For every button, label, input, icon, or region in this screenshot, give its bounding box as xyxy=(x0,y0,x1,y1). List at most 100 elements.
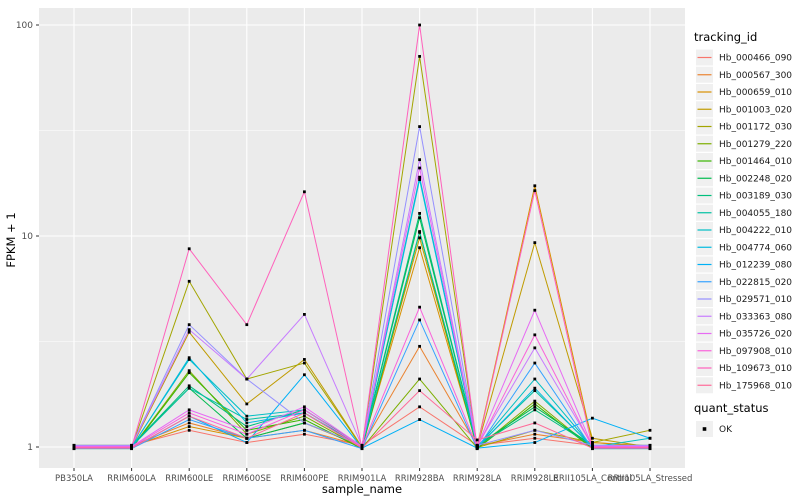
data-point xyxy=(187,411,191,415)
data-point xyxy=(418,230,421,233)
x-tick-label: PB350LA xyxy=(55,474,93,484)
data-point xyxy=(591,441,594,444)
data-point xyxy=(187,328,191,332)
data-point xyxy=(533,189,537,193)
legend-label: Hb_001279_220 xyxy=(719,140,792,150)
data-point xyxy=(187,358,191,361)
x-axis-title: sample_name xyxy=(322,482,402,496)
y-axis-title: FPKM + 1 xyxy=(4,212,18,267)
data-point xyxy=(418,178,421,182)
data-point xyxy=(533,408,537,412)
data-point xyxy=(533,361,537,365)
legend-label: Hb_097908_010 xyxy=(719,347,792,357)
axes: 1 10 100 PB350LA RRIM600LA RRIM600LE RRIM600SE… xyxy=(16,21,693,484)
data-point xyxy=(245,436,249,440)
data-point xyxy=(533,184,537,188)
data-point xyxy=(533,405,537,409)
y-tick-label: 100 xyxy=(16,21,33,31)
data-point xyxy=(187,384,191,388)
data-point xyxy=(418,54,421,58)
data-point xyxy=(418,377,421,381)
data-point xyxy=(418,216,421,220)
data-point xyxy=(533,346,537,350)
legend-label: Hb_001464_010 xyxy=(719,157,792,167)
data-point xyxy=(187,425,191,428)
data-point xyxy=(303,358,306,361)
data-point xyxy=(418,246,421,250)
data-point xyxy=(533,389,537,393)
x-tick-label: RRII105LA_Stressed xyxy=(608,474,693,484)
legend-label: Hb_175968_010 xyxy=(719,381,792,391)
data-point xyxy=(591,416,594,420)
x-tick-label: RRIM600LA xyxy=(107,474,156,484)
y-tick-label: 10 xyxy=(22,232,34,242)
x-tick-label: RRIM928LE xyxy=(511,474,559,484)
x-tick-label: RRIM600PE xyxy=(280,474,328,484)
data-point xyxy=(245,428,249,432)
data-point xyxy=(418,23,421,27)
legend-label: Hb_004774_060 xyxy=(719,243,792,253)
data-point xyxy=(303,411,306,415)
data-point xyxy=(187,418,191,421)
data-point xyxy=(187,323,191,327)
data-point xyxy=(187,408,191,412)
legend-label: Hb_003189_030 xyxy=(719,192,792,202)
legend-label: Hb_000567_300 xyxy=(719,71,792,81)
data-point xyxy=(245,323,249,327)
legend-label: Hb_004222_010 xyxy=(719,226,792,236)
data-point xyxy=(418,405,421,409)
legend-label: Hb_001003_020 xyxy=(719,105,792,115)
x-tick-label: RRIM600LE xyxy=(165,474,213,484)
legend-title-quant-status: quant_status xyxy=(694,401,769,415)
data-point xyxy=(533,377,537,381)
data-point xyxy=(303,190,306,194)
legend-label: Hb_000659_010 xyxy=(719,88,792,98)
data-point xyxy=(187,371,191,375)
data-point xyxy=(303,414,306,418)
legend-label: Hb_002248_020 xyxy=(719,174,792,184)
data-point xyxy=(187,330,191,334)
legend-label: Hb_001172_030 xyxy=(719,123,792,133)
data-point xyxy=(418,125,421,128)
data-point xyxy=(533,421,537,425)
data-point xyxy=(303,405,306,409)
data-point xyxy=(418,318,421,322)
data-point xyxy=(648,436,652,440)
data-point xyxy=(303,313,306,316)
data-point xyxy=(303,373,306,377)
data-point xyxy=(475,438,479,442)
data-point xyxy=(245,377,249,381)
data-point xyxy=(418,389,421,393)
data-point xyxy=(72,446,76,450)
data-point xyxy=(187,386,191,390)
data-point xyxy=(533,428,537,432)
data-point xyxy=(245,402,249,406)
data-point xyxy=(533,308,537,312)
data-point xyxy=(418,418,421,421)
data-point xyxy=(303,421,306,425)
data-point xyxy=(533,432,537,436)
data-point xyxy=(475,446,479,449)
data-point xyxy=(648,428,652,432)
y-tick-label: 1 xyxy=(27,443,33,453)
data-point xyxy=(245,414,249,418)
data-point xyxy=(303,361,306,365)
data-point xyxy=(187,279,191,283)
data-point xyxy=(418,175,421,179)
data-point xyxy=(418,236,421,240)
data-point xyxy=(418,305,421,309)
data-point xyxy=(533,441,537,444)
legend-label: Hb_000466_090 xyxy=(719,54,792,64)
data-point xyxy=(418,158,421,162)
x-tick-label: RRIM928BA xyxy=(395,474,445,484)
legend-label: Hb_033363_080 xyxy=(719,312,792,322)
legend-label: Hb_012239_080 xyxy=(719,261,792,271)
data-point xyxy=(533,241,537,245)
data-point xyxy=(303,408,306,412)
data-point xyxy=(418,166,421,170)
data-point xyxy=(187,428,191,432)
legend: Hb_000466_090 Hb_000567_300 Hb_000659_010 H… xyxy=(696,49,792,437)
data-point xyxy=(245,432,249,436)
